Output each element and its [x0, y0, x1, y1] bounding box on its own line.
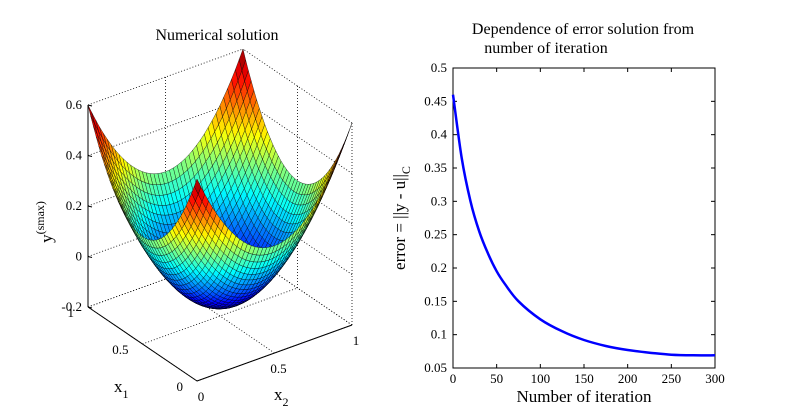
surface-z-tick-label: 0.2 [66, 198, 82, 213]
surface-x2-tick-label: 0 [198, 389, 205, 404]
surface-x1-tick-label: 0 [177, 379, 184, 394]
line-x-tick-label: 100 [531, 371, 551, 386]
surface-facet [194, 178, 202, 195]
line-y-tick-label: 0.4 [431, 127, 448, 142]
line-ticks: 0 50 100 150 200 250 300 0.05 0.1 0.15 0.2 0.25 0.3 0… [424, 60, 725, 386]
line-plot: Dependence of error solution from number… [390, 21, 725, 406]
surface-x1label: x1 [114, 377, 129, 401]
surface-z-tick-label: 0 [76, 249, 83, 264]
surface-grid-line [242, 149, 353, 225]
surface-grid-line [242, 250, 353, 326]
surface-x1label-sub: 1 [123, 387, 129, 401]
surface-z-tick [87, 306, 93, 309]
surface-mesh [87, 48, 353, 310]
line-ylabel-main: error = ||y - u|| [390, 174, 409, 270]
line-y-tick-label: 0.15 [424, 293, 447, 308]
surface-tick-labels: -0.2 0 0.2 0.4 0.6 0 0.5 1 0 0.5 1 [61, 97, 359, 404]
surface-grid-line [242, 99, 353, 174]
surface-x1-tick-label: 0.5 [112, 342, 128, 357]
line-series-error [451, 94, 716, 357]
line-x-tick-label: 50 [490, 371, 503, 386]
line-y-tick-label: 0.25 [424, 227, 447, 242]
surface-x1-axis [87, 306, 198, 382]
surface-zlabel: y(smax) [33, 201, 56, 243]
line-title-line2: number of iteration [484, 40, 608, 57]
surface-grid-line [87, 149, 244, 207]
surface-x2-tick-label: 1 [353, 333, 360, 348]
line-x-tick-label: 150 [574, 371, 594, 386]
surface-grid-line [242, 200, 353, 275]
surface-x2label-sub: 2 [283, 395, 289, 409]
line-x-tick-label: 250 [662, 371, 682, 386]
line-axes-box [452, 67, 716, 369]
surface-x2-axis [196, 324, 353, 382]
surface-grid-line [87, 200, 244, 257]
line-x-tick-label: 0 [450, 371, 457, 386]
line-x-tick-label: 300 [705, 371, 725, 386]
surface-x1-tick-label: 1 [68, 305, 75, 320]
line-y-tick-label: 0.35 [424, 160, 447, 175]
surface-z-tick [87, 104, 93, 107]
line-y-tick-label: 0.1 [431, 327, 447, 342]
surface-z-tick [87, 205, 93, 208]
line-y-tick-label: 0.5 [431, 60, 447, 75]
surface-z-tick-label: -0.2 [61, 299, 82, 314]
surface-zlabel-main: y [37, 234, 56, 243]
surface-grid-line [242, 48, 353, 124]
line-title-line1: Dependence of error solution from [472, 21, 695, 38]
line-y-tick-label: 0.2 [431, 260, 447, 275]
surface-grid-line [165, 278, 275, 354]
line-ylabel-sub: C [399, 166, 413, 174]
surface-x1label-main: x [114, 377, 123, 396]
surface-x2-tick-label: 0.5 [270, 361, 286, 376]
surface-grid-line [142, 287, 298, 345]
surface-z-tick-label: 0.6 [66, 97, 83, 112]
line-x-tick-label: 200 [618, 371, 638, 386]
surface-x2label: x2 [274, 385, 289, 409]
surface-plot: Numerical solution -0.2 0 0.2 0.4 0.6 0 0.5 1 0 0… [33, 27, 359, 409]
line-y-tick-label: 0.3 [431, 193, 447, 208]
surface-z-tick [87, 155, 93, 157]
line-y-tick-label: 0.05 [424, 360, 447, 375]
surface-grid-line [87, 48, 244, 106]
surface-x2label-main: x [274, 385, 283, 404]
surface-z-tick [87, 256, 93, 258]
line-y-tick-label: 0.45 [424, 93, 447, 108]
line-ylabel: error = ||y - u||C [390, 166, 413, 270]
surface-z-tick-label: 0.4 [66, 148, 83, 163]
surface-grid-line [87, 250, 244, 308]
surface-grid-line [87, 99, 244, 156]
line-xlabel: Number of iteration [516, 387, 652, 406]
surface-title: Numerical solution [155, 27, 278, 44]
surface-zlabel-sup: (smax) [33, 201, 47, 234]
